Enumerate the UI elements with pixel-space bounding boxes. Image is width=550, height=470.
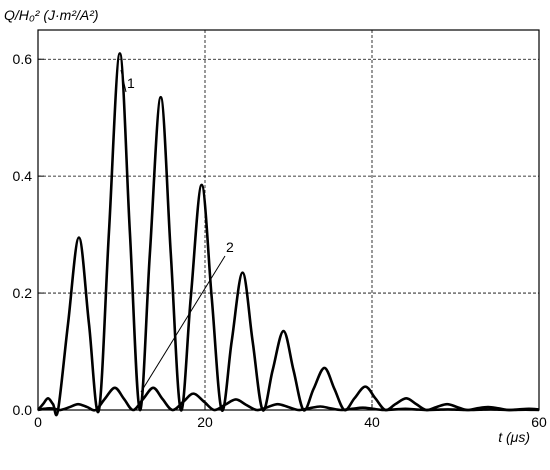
line-series [37,52,540,417]
leader-line [140,255,226,393]
x-axis-label: t (μs) [498,429,530,445]
x-tick-label: 60 [531,414,547,430]
y-tick-label: 0.6 [13,51,33,67]
leader-line [120,69,127,93]
line-series [37,386,540,412]
y-tick-label: 0.0 [13,402,33,418]
x-tick-label: 40 [364,414,380,430]
y-tick-label: 0.2 [13,285,33,301]
series-label: 1 [127,75,135,91]
x-tick-label: 20 [197,414,213,430]
series-label: 2 [226,239,234,255]
x-tick-label: 0 [34,414,42,430]
y-tick-label: 0.4 [13,168,33,184]
y-axis-label: Q/H₀² (J·m²/A²) [4,7,99,23]
plot-frame [37,29,540,411]
